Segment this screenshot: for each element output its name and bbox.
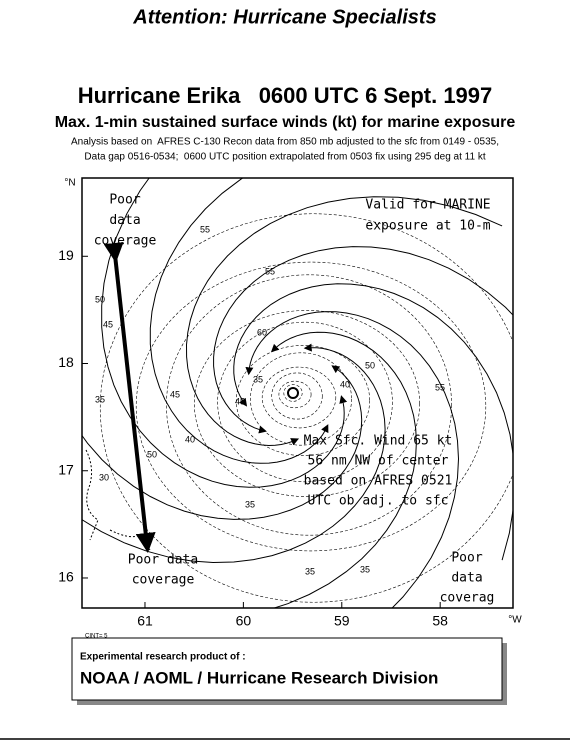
footer-line: Experimental research product of : bbox=[80, 652, 246, 663]
annotation: based on AFRES 0521 bbox=[304, 474, 453, 489]
annotation: 56 nm NW of center bbox=[308, 454, 449, 469]
annotation: coverage bbox=[94, 234, 157, 249]
contour-label: 45 bbox=[235, 396, 245, 406]
annotation: Poor bbox=[451, 551, 482, 566]
contour-label: 50 bbox=[95, 294, 105, 304]
contour-label: 35 bbox=[305, 566, 315, 576]
note: Analysis based on AFRES C-130 Recon data… bbox=[71, 137, 499, 148]
isotach bbox=[217, 321, 393, 483]
contour-label: 60 bbox=[257, 327, 267, 337]
coverage-arrow bbox=[103, 241, 156, 553]
isotach bbox=[250, 352, 352, 446]
streamline bbox=[270, 331, 417, 608]
contour-label: 40 bbox=[185, 434, 195, 444]
isotach bbox=[261, 366, 337, 429]
contour-label: 40 bbox=[340, 379, 350, 389]
contour-interval: CINT= 5 bbox=[85, 634, 108, 640]
contour-label: 50 bbox=[147, 449, 157, 459]
isotach bbox=[236, 345, 370, 456]
annotation: data bbox=[451, 571, 482, 586]
contour-label: 35 bbox=[245, 499, 255, 509]
footer-box bbox=[71, 637, 503, 701]
contour-label: 35 bbox=[253, 374, 263, 384]
annotation: UTC ob adj. to sfc bbox=[308, 494, 449, 509]
streamline bbox=[185, 196, 503, 447]
annotation: exposure at 10-m bbox=[365, 219, 490, 234]
note: Data gap 0516-0534; 0600 UTC position ex… bbox=[84, 152, 485, 163]
lon-label: 61 bbox=[137, 613, 153, 629]
streamline bbox=[82, 365, 363, 520]
streamline bbox=[149, 178, 329, 464]
isotach bbox=[278, 380, 312, 409]
header: Attention: Hurricane Specialists bbox=[132, 6, 436, 28]
lon-label: 60 bbox=[236, 613, 252, 629]
contour-label: 35 bbox=[95, 394, 105, 404]
contour-label: 45 bbox=[170, 389, 180, 399]
annotation: data bbox=[109, 213, 140, 228]
footer-org: NOAA / AOML / Hurricane Research Divisio… bbox=[80, 668, 438, 687]
contour-label: 50 bbox=[365, 360, 375, 370]
annotation: Valid for MARINE bbox=[365, 198, 490, 213]
contour-label: 30 bbox=[99, 472, 109, 482]
contour-label: 55 bbox=[265, 266, 275, 276]
annotation: Poor bbox=[109, 193, 140, 208]
streamline bbox=[233, 283, 513, 561]
lon-label: 58 bbox=[432, 613, 448, 629]
annotation: Poor data bbox=[128, 553, 198, 568]
contour-label: 45 bbox=[103, 319, 113, 329]
lon-unit: °W bbox=[508, 615, 522, 626]
lat-label: 16 bbox=[58, 569, 74, 585]
lat-label: 18 bbox=[58, 354, 74, 370]
isotach bbox=[283, 384, 303, 402]
isotach bbox=[271, 372, 323, 420]
isotach bbox=[194, 310, 420, 497]
annotation: coverage bbox=[132, 573, 195, 588]
subtitle: Max. 1-min sustained surface winds (kt) … bbox=[55, 114, 516, 131]
contour-label: 55 bbox=[435, 382, 445, 392]
contour-label: 55 bbox=[200, 224, 210, 234]
streamline bbox=[245, 311, 460, 608]
isotach bbox=[166, 274, 452, 536]
lat-label: 17 bbox=[58, 461, 74, 477]
streamline bbox=[82, 343, 386, 564]
title: Hurricane Erika 0600 UTC 6 Sept. 1997 bbox=[78, 83, 493, 108]
streamline bbox=[213, 246, 513, 434]
contour-label: 35 bbox=[360, 564, 370, 574]
center-mark bbox=[287, 387, 299, 399]
streamline bbox=[101, 178, 348, 488]
lat-label: 19 bbox=[58, 247, 74, 263]
annotation: coverag bbox=[440, 591, 495, 606]
lat-unit: °N bbox=[64, 178, 75, 189]
lon-label: 59 bbox=[334, 613, 350, 629]
annotation: Max Sfc. Wind 65 kt bbox=[304, 434, 453, 449]
